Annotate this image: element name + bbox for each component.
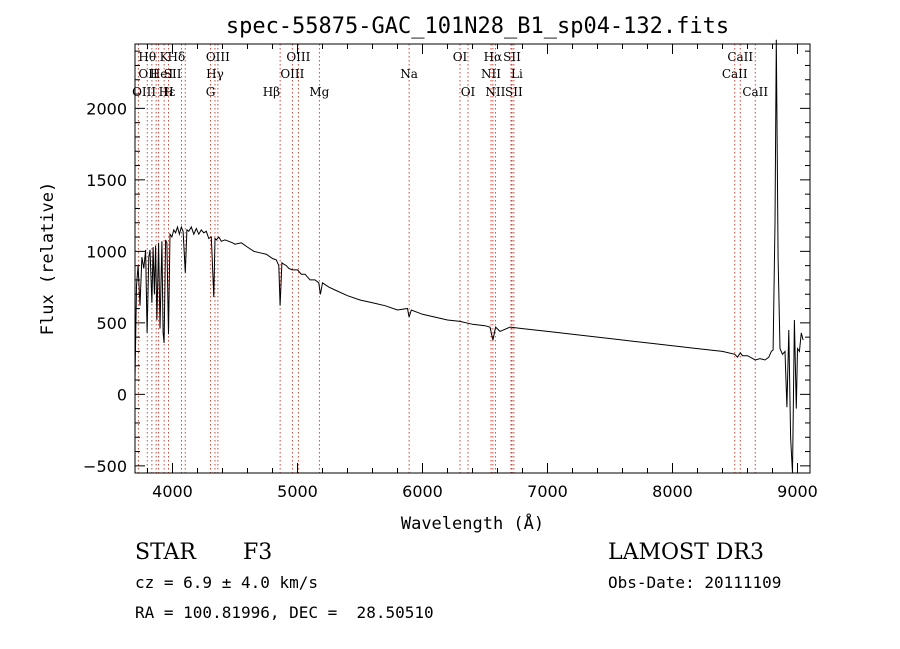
line-id-label: Hγ [206,67,224,81]
y-tick-label: 500 [96,314,127,333]
object-subclass: F3 [243,540,273,565]
x-axis-label: Wavelength (Å) [401,512,544,534]
observation-date: Obs-Date: 20111109 [608,573,782,592]
line-id-label: Hδ [168,50,186,64]
line-id-label: OIII [206,50,230,64]
y-tick-label: −500 [83,457,127,476]
line-id-label: Hα [484,50,503,64]
line-id-label: Hθ [138,50,156,64]
line-id-label: NII [485,85,505,99]
redshift-readout: cz = 6.9 ± 4.0 km/s [135,573,319,592]
plot-frame [134,43,811,474]
x-tick-label: 8000 [652,482,693,501]
line-id-label: Hε [159,85,176,99]
line-id-label: K [160,50,170,64]
line-id-label: Li [511,67,523,81]
line-id-label: OIII [280,67,304,81]
x-tick-label: 9000 [777,482,818,501]
line-id-label: OI [453,50,468,64]
x-tick-label: 5000 [277,482,318,501]
axis-ticks [135,44,810,473]
line-markers [137,44,756,473]
line-id-label: I [169,67,174,81]
y-axis-label: Flux (relative) [38,182,58,336]
line-id-label: G [206,85,216,99]
line-id-label: CaII [742,85,768,99]
x-tick-label: 7000 [527,482,568,501]
y-tick-label: 1000 [86,242,127,261]
y-tick-label: 1500 [86,171,127,190]
line-id-label: CaII [727,50,753,64]
line-id-label: NII [481,67,501,81]
line-id-label: SII [164,67,182,81]
line-id-label: CaII [722,67,748,81]
x-tick-label: 4000 [152,482,193,501]
line-id-label: Mg [309,85,329,99]
survey-name: LAMOST DR3 [608,540,764,565]
x-tick-label: 6000 [402,482,443,501]
axis-tick-labels: 4000 5000 6000 7000 8000 9000 −500 0 500 1000 1500… [83,99,818,501]
object-class: STAR [135,540,196,565]
line-id-label: Hβ [263,85,280,99]
line-id-label: SII [505,85,523,99]
y-tick-label: 0 [117,385,127,404]
coordinates-readout: RA = 100.81996, DEC = 28.50510 [135,603,434,622]
line-id-label: OII [138,67,158,81]
line-id-label: OI [461,85,476,99]
line-id-label: SII [503,50,521,64]
line-id-label: H [163,85,173,99]
spectrum-line [134,39,804,474]
spectrum-series [134,39,804,474]
line-id-label: Na [400,67,418,81]
line-id-label: He [150,67,168,81]
line-id-label: OIII [132,85,156,99]
line-id-label: OIII [286,50,310,64]
y-tick-label: 2000 [86,99,127,118]
chart-title: spec-55875-GAC_101N28_B1_sp04-132.fits [226,14,729,39]
